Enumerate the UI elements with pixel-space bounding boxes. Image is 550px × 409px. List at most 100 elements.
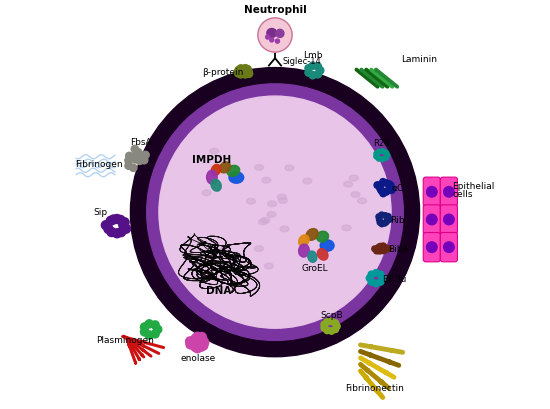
Circle shape xyxy=(135,150,142,157)
Circle shape xyxy=(132,155,139,162)
Circle shape xyxy=(374,182,381,189)
Circle shape xyxy=(366,275,373,282)
Ellipse shape xyxy=(349,176,358,182)
Text: DNA: DNA xyxy=(206,285,232,295)
Circle shape xyxy=(377,249,382,254)
Circle shape xyxy=(373,281,380,287)
Ellipse shape xyxy=(207,171,217,184)
Circle shape xyxy=(382,213,388,219)
Circle shape xyxy=(377,220,383,226)
FancyBboxPatch shape xyxy=(424,233,441,262)
Circle shape xyxy=(113,229,122,238)
Circle shape xyxy=(147,85,403,341)
Ellipse shape xyxy=(265,263,273,269)
Circle shape xyxy=(276,40,279,44)
Circle shape xyxy=(385,153,390,158)
Circle shape xyxy=(258,19,292,53)
Circle shape xyxy=(426,215,437,225)
Circle shape xyxy=(444,187,454,198)
Circle shape xyxy=(332,320,339,326)
Circle shape xyxy=(309,63,316,70)
Circle shape xyxy=(193,333,202,342)
Circle shape xyxy=(376,214,382,220)
Text: enolase: enolase xyxy=(181,353,216,362)
Circle shape xyxy=(191,335,200,343)
Circle shape xyxy=(380,149,385,154)
Circle shape xyxy=(379,179,386,186)
Circle shape xyxy=(426,242,437,253)
Circle shape xyxy=(317,67,324,75)
Text: R28: R28 xyxy=(373,139,390,148)
Circle shape xyxy=(200,338,208,347)
Circle shape xyxy=(328,318,335,325)
Ellipse shape xyxy=(210,149,219,155)
Circle shape xyxy=(383,180,389,187)
FancyBboxPatch shape xyxy=(424,205,441,234)
Circle shape xyxy=(377,244,383,249)
Ellipse shape xyxy=(278,198,287,204)
Circle shape xyxy=(309,72,316,80)
Circle shape xyxy=(130,165,137,172)
Circle shape xyxy=(386,246,391,252)
Circle shape xyxy=(133,150,140,157)
Circle shape xyxy=(380,157,385,162)
FancyBboxPatch shape xyxy=(424,178,441,207)
Circle shape xyxy=(120,218,129,227)
Circle shape xyxy=(368,272,375,278)
Circle shape xyxy=(387,217,392,223)
Circle shape xyxy=(379,275,386,282)
Text: IMPDH: IMPDH xyxy=(191,155,231,165)
Ellipse shape xyxy=(211,180,221,192)
Text: Fibrinogen: Fibrinogen xyxy=(75,160,122,169)
Ellipse shape xyxy=(211,165,221,176)
Circle shape xyxy=(377,187,384,193)
Ellipse shape xyxy=(317,249,328,261)
Circle shape xyxy=(151,321,159,329)
Circle shape xyxy=(186,340,195,349)
Circle shape xyxy=(237,72,244,79)
Text: Lmb: Lmb xyxy=(302,51,322,60)
Ellipse shape xyxy=(267,212,276,218)
Circle shape xyxy=(235,69,242,76)
Circle shape xyxy=(368,279,375,285)
Circle shape xyxy=(374,249,379,254)
Circle shape xyxy=(235,67,243,74)
Circle shape xyxy=(382,248,388,254)
Circle shape xyxy=(125,153,133,160)
Ellipse shape xyxy=(358,198,366,204)
FancyBboxPatch shape xyxy=(441,205,458,234)
Circle shape xyxy=(332,326,339,333)
Circle shape xyxy=(159,97,391,328)
Ellipse shape xyxy=(308,252,317,263)
Circle shape xyxy=(376,245,381,251)
Circle shape xyxy=(119,221,128,230)
Ellipse shape xyxy=(277,195,287,200)
Circle shape xyxy=(113,215,122,224)
Circle shape xyxy=(151,330,159,338)
Circle shape xyxy=(380,243,386,249)
Ellipse shape xyxy=(342,225,351,231)
Circle shape xyxy=(376,185,383,191)
Circle shape xyxy=(140,157,148,164)
Circle shape xyxy=(245,71,252,78)
Circle shape xyxy=(376,157,381,162)
Circle shape xyxy=(237,66,245,73)
Ellipse shape xyxy=(262,178,271,184)
Circle shape xyxy=(125,163,132,170)
Circle shape xyxy=(379,221,384,227)
Circle shape xyxy=(305,70,312,77)
Text: β-protein: β-protein xyxy=(202,68,243,77)
Circle shape xyxy=(321,321,327,328)
Circle shape xyxy=(382,221,388,227)
Circle shape xyxy=(380,191,387,197)
FancyBboxPatch shape xyxy=(441,178,458,207)
Ellipse shape xyxy=(316,231,328,243)
Circle shape xyxy=(136,158,144,165)
Ellipse shape xyxy=(246,199,256,204)
Circle shape xyxy=(104,225,113,234)
Circle shape xyxy=(314,64,322,71)
Ellipse shape xyxy=(267,202,277,207)
Circle shape xyxy=(116,216,125,225)
Circle shape xyxy=(376,150,381,155)
Ellipse shape xyxy=(280,227,289,232)
